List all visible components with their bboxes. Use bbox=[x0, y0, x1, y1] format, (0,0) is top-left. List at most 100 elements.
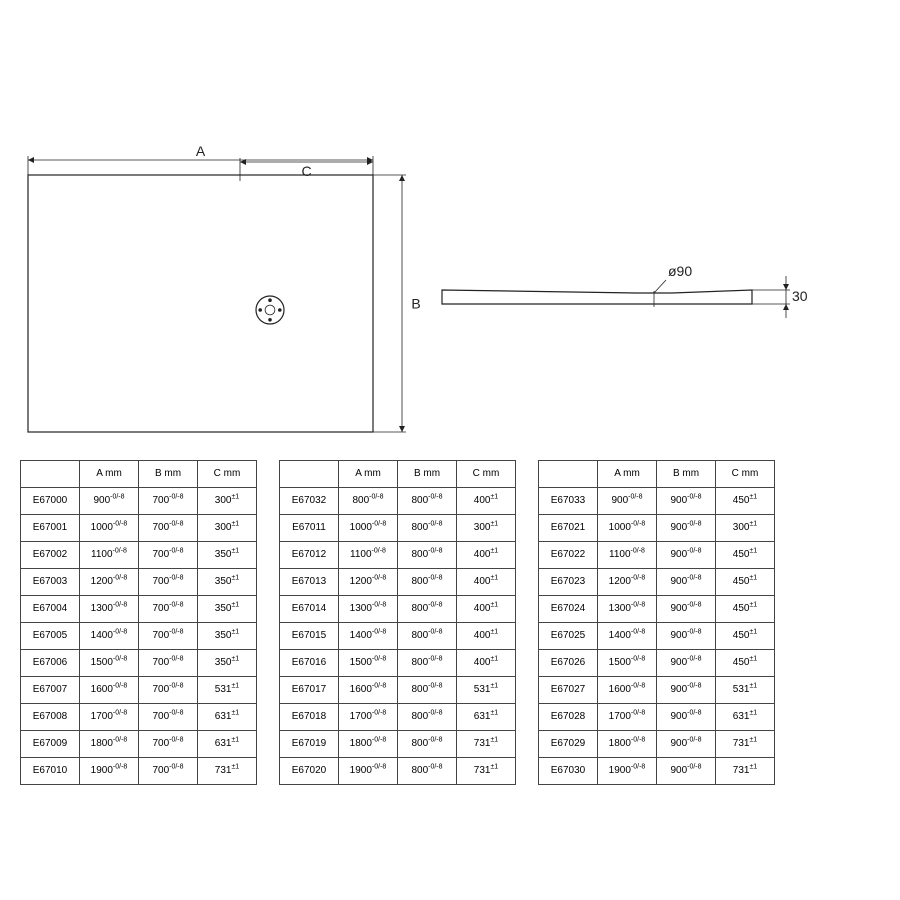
col-dim: B mm bbox=[398, 461, 457, 488]
col-dim: A mm bbox=[339, 461, 398, 488]
dim-cell: 1900-0/-8 bbox=[80, 758, 139, 785]
table-row: E670191800-0/-8800-0/-8731±1 bbox=[280, 731, 516, 758]
svg-text:30: 30 bbox=[792, 288, 808, 304]
code-cell: E67010 bbox=[21, 758, 80, 785]
dim-cell: 700-0/-8 bbox=[139, 488, 198, 515]
dim-cell: 400±1 bbox=[457, 596, 516, 623]
dim-cell: 1800-0/-8 bbox=[80, 731, 139, 758]
dim-cell: 731±1 bbox=[457, 731, 516, 758]
dim-cell: 800-0/-8 bbox=[398, 758, 457, 785]
code-cell: E67000 bbox=[21, 488, 80, 515]
dim-cell: 800-0/-8 bbox=[398, 623, 457, 650]
code-cell: E67001 bbox=[21, 515, 80, 542]
dim-cell: 700-0/-8 bbox=[139, 623, 198, 650]
table-row: E670111000-0/-8800-0/-8300±1 bbox=[280, 515, 516, 542]
code-cell: E67017 bbox=[280, 677, 339, 704]
dim-cell: 1300-0/-8 bbox=[80, 596, 139, 623]
dim-cell: 900-0/-8 bbox=[657, 542, 716, 569]
svg-text:ø90: ø90 bbox=[668, 263, 692, 279]
dim-cell: 450±1 bbox=[716, 488, 775, 515]
dim-cell: 400±1 bbox=[457, 650, 516, 677]
dim-cell: 1200-0/-8 bbox=[598, 569, 657, 596]
dim-cell: 900-0/-8 bbox=[657, 731, 716, 758]
dim-cell: 350±1 bbox=[198, 596, 257, 623]
dim-cell: 450±1 bbox=[716, 623, 775, 650]
dim-cell: 800-0/-8 bbox=[398, 569, 457, 596]
code-cell: E67019 bbox=[280, 731, 339, 758]
col-dim: A mm bbox=[598, 461, 657, 488]
table-row: E670241300-0/-8900-0/-8450±1 bbox=[539, 596, 775, 623]
table-row: E670171600-0/-8800-0/-8531±1 bbox=[280, 677, 516, 704]
dim-cell: 1600-0/-8 bbox=[80, 677, 139, 704]
table-row: E67033900-0/-8900-0/-8450±1 bbox=[539, 488, 775, 515]
dim-cell: 900-0/-8 bbox=[598, 488, 657, 515]
dim-cell: 1500-0/-8 bbox=[598, 650, 657, 677]
dim-cell: 350±1 bbox=[198, 623, 257, 650]
code-cell: E67018 bbox=[280, 704, 339, 731]
code-cell: E67002 bbox=[21, 542, 80, 569]
dim-cell: 900-0/-8 bbox=[657, 650, 716, 677]
svg-text:A: A bbox=[196, 143, 206, 159]
dim-cell: 531±1 bbox=[457, 677, 516, 704]
code-cell: E67008 bbox=[21, 704, 80, 731]
table-row: E670021100-0/-8700-0/-8350±1 bbox=[21, 542, 257, 569]
table-row: E670211000-0/-8900-0/-8300±1 bbox=[539, 515, 775, 542]
dim-cell: 800-0/-8 bbox=[398, 650, 457, 677]
code-cell: E67007 bbox=[21, 677, 80, 704]
dim-cell: 1900-0/-8 bbox=[339, 758, 398, 785]
dim-cell: 900-0/-8 bbox=[657, 704, 716, 731]
dim-cell: 800-0/-8 bbox=[398, 704, 457, 731]
code-cell: E67014 bbox=[280, 596, 339, 623]
table-row: E670151400-0/-8800-0/-8400±1 bbox=[280, 623, 516, 650]
col-dim: C mm bbox=[198, 461, 257, 488]
table-row: E67000900-0/-8700-0/-8300±1 bbox=[21, 488, 257, 515]
table-row: E670091800-0/-8700-0/-8631±1 bbox=[21, 731, 257, 758]
dim-cell: 1500-0/-8 bbox=[80, 650, 139, 677]
svg-text:B: B bbox=[411, 296, 420, 312]
dim-cell: 1200-0/-8 bbox=[80, 569, 139, 596]
code-cell: E67026 bbox=[539, 650, 598, 677]
dim-cell: 800-0/-8 bbox=[398, 515, 457, 542]
code-cell: E67021 bbox=[539, 515, 598, 542]
table-row: E670301900-0/-8900-0/-8731±1 bbox=[539, 758, 775, 785]
table-row: E670181700-0/-8800-0/-8631±1 bbox=[280, 704, 516, 731]
col-code bbox=[539, 461, 598, 488]
dim-cell: 1600-0/-8 bbox=[598, 677, 657, 704]
code-cell: E67033 bbox=[539, 488, 598, 515]
dim-cell: 1600-0/-8 bbox=[339, 677, 398, 704]
table-row: E670291800-0/-8900-0/-8731±1 bbox=[539, 731, 775, 758]
dim-cell: 450±1 bbox=[716, 650, 775, 677]
dim-cell: 1400-0/-8 bbox=[80, 623, 139, 650]
table-row: E670041300-0/-8700-0/-8350±1 bbox=[21, 596, 257, 623]
dim-cell: 900-0/-8 bbox=[657, 623, 716, 650]
dim-cell: 1400-0/-8 bbox=[598, 623, 657, 650]
code-cell: E67028 bbox=[539, 704, 598, 731]
dim-cell: 700-0/-8 bbox=[139, 758, 198, 785]
dim-cell: 800-0/-8 bbox=[398, 596, 457, 623]
code-cell: E67006 bbox=[21, 650, 80, 677]
dim-cell: 900-0/-8 bbox=[657, 758, 716, 785]
dim-cell: 700-0/-8 bbox=[139, 731, 198, 758]
code-cell: E67016 bbox=[280, 650, 339, 677]
table-row: E670281700-0/-8900-0/-8631±1 bbox=[539, 704, 775, 731]
dim-cell: 700-0/-8 bbox=[139, 569, 198, 596]
code-cell: E67029 bbox=[539, 731, 598, 758]
dim-cell: 731±1 bbox=[716, 758, 775, 785]
dim-cell: 450±1 bbox=[716, 542, 775, 569]
code-cell: E67027 bbox=[539, 677, 598, 704]
dim-cell: 300±1 bbox=[198, 488, 257, 515]
dim-cell: 900-0/-8 bbox=[657, 596, 716, 623]
dim-cell: 1300-0/-8 bbox=[598, 596, 657, 623]
dim-cell: 631±1 bbox=[198, 704, 257, 731]
code-cell: E67032 bbox=[280, 488, 339, 515]
dim-cell: 731±1 bbox=[198, 758, 257, 785]
dim-cell: 700-0/-8 bbox=[139, 677, 198, 704]
table-row: E670101900-0/-8700-0/-8731±1 bbox=[21, 758, 257, 785]
col-dim: A mm bbox=[80, 461, 139, 488]
dim-cell: 1500-0/-8 bbox=[339, 650, 398, 677]
dim-cell: 800-0/-8 bbox=[398, 488, 457, 515]
table-row: E670131200-0/-8800-0/-8400±1 bbox=[280, 569, 516, 596]
dim-cell: 731±1 bbox=[716, 731, 775, 758]
dim-cell: 1700-0/-8 bbox=[598, 704, 657, 731]
dim-cell: 631±1 bbox=[457, 704, 516, 731]
